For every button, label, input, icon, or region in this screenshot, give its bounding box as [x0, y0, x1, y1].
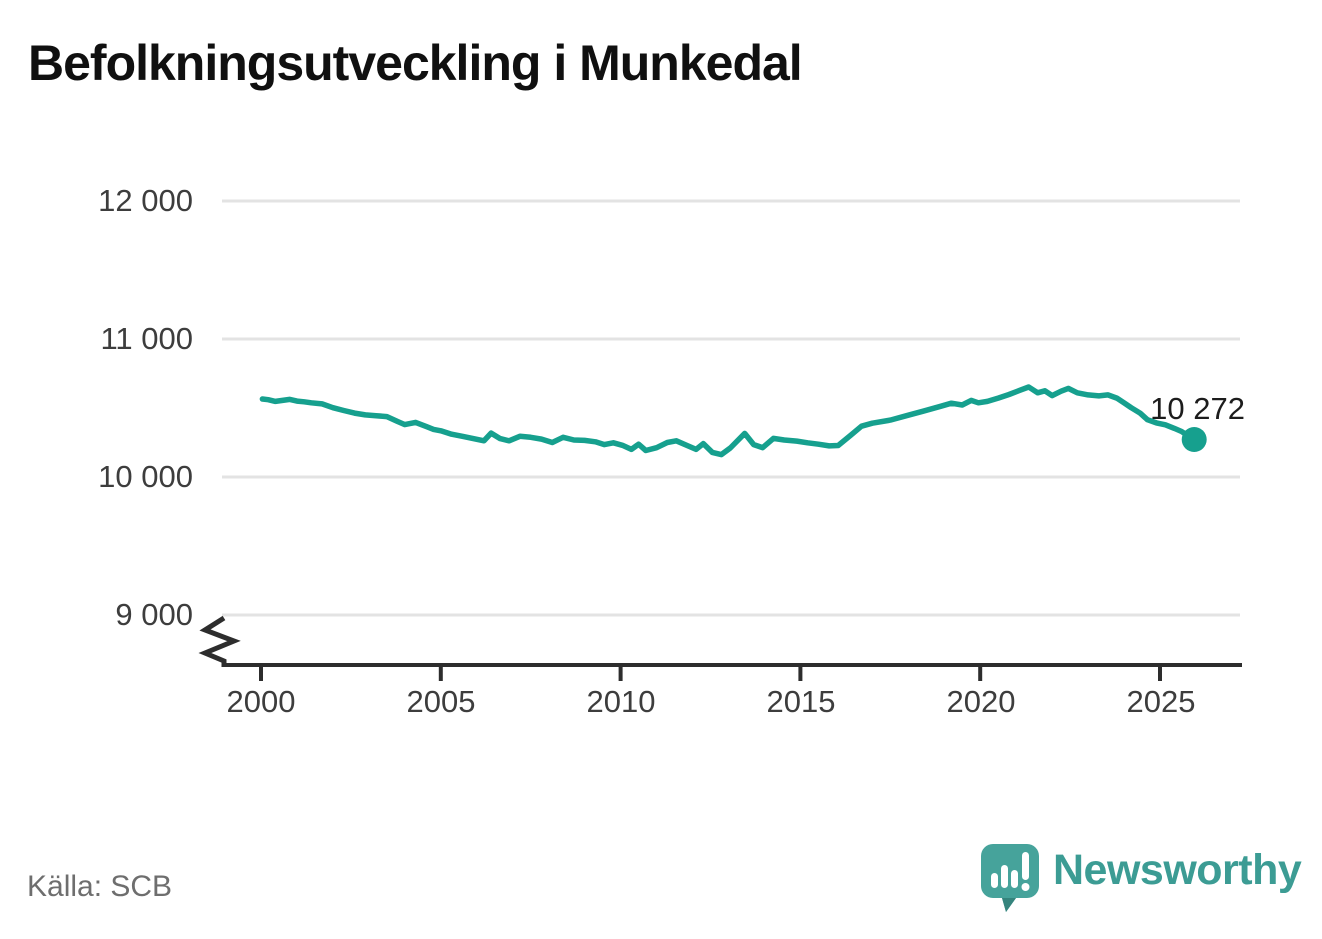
x-axis-label-2025: 2025: [1126, 684, 1196, 719]
x-axis-label-2005: 2005: [406, 684, 476, 719]
x-axis-label-2010: 2010: [586, 684, 656, 719]
y-axis-break-icon: [198, 615, 241, 667]
brand-wordmark: Newsworthy: [1053, 846, 1302, 894]
gridlines: [222, 199, 1240, 617]
newsworthy-logo: Newsworthy: [980, 843, 1302, 918]
population-line: [259, 384, 1197, 458]
chart-title: Befolkningsutveckling i Munkedal: [28, 35, 803, 91]
y-axis-label-10000: 10 000: [98, 459, 193, 494]
source-note: Källa: SCB: [27, 870, 173, 903]
speech-bubble-bar-chart-icon: [981, 844, 1039, 912]
y-axis-label-12000: 12 000: [98, 183, 193, 218]
y-axis-label-11000: 11 000: [100, 321, 193, 356]
x-axis-ticks: [259, 665, 1162, 681]
x-axis-label-2000: 2000: [226, 684, 296, 719]
end-value-label: 10 272: [1150, 391, 1245, 426]
end-point-dot: [1181, 427, 1207, 452]
x-axis-label-2020: 2020: [946, 684, 1016, 719]
y-axis-label-9000: 9 000: [115, 597, 193, 632]
x-axis-label-2015: 2015: [766, 684, 836, 719]
